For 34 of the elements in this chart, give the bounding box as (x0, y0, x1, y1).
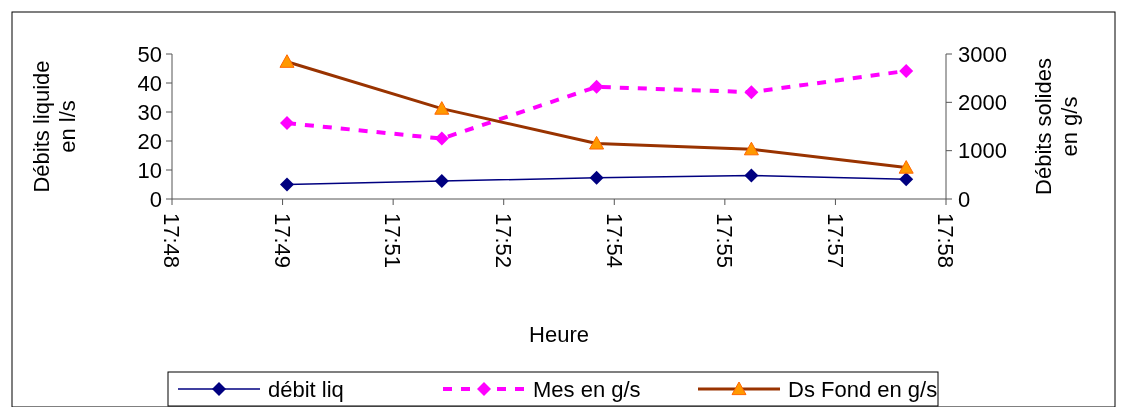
y-tick-label: 50 (137, 41, 162, 67)
x-tick-label: 17:51 (380, 213, 406, 269)
y-tick-label: 10 (137, 157, 162, 183)
x-tick-label: 17:49 (269, 213, 295, 269)
x-tick-label: 17:55 (712, 213, 738, 269)
point (589, 170, 604, 185)
x-tick-label: 17:54 (601, 213, 627, 269)
y2-tick-label: 2000 (958, 90, 1007, 116)
y-tick-label: 0 (149, 186, 162, 212)
point (899, 63, 914, 78)
y2-tick-label: 0 (958, 186, 971, 212)
x-tick-label: 17:48 (159, 213, 185, 269)
x-tick-label: 17:58 (933, 213, 959, 269)
point (589, 79, 604, 94)
y-tick-label: 30 (137, 99, 162, 125)
y-tick-label: 20 (137, 128, 162, 154)
y-tick-label: 40 (137, 70, 162, 96)
y2-axis-title: Débits solides en g/s (1031, 58, 1082, 195)
point (279, 177, 294, 192)
x-tick-label: 17:57 (822, 213, 848, 269)
point (744, 168, 759, 183)
legend-label: Mes en g/s (533, 376, 641, 402)
point (744, 85, 759, 100)
y-axis-title: Débits liquide en l/s (29, 60, 80, 193)
point (899, 172, 914, 187)
x-tick-label: 17:52 (491, 213, 517, 269)
x-axis-title: Heure (529, 322, 589, 347)
point (434, 174, 449, 189)
point (434, 131, 449, 146)
point (279, 116, 294, 131)
y2-tick-label: 3000 (958, 41, 1007, 67)
legend-label: débit liq (268, 376, 344, 402)
legend-label: Ds Fond en g/s (788, 376, 938, 402)
y2-tick-label: 1000 (958, 138, 1007, 164)
